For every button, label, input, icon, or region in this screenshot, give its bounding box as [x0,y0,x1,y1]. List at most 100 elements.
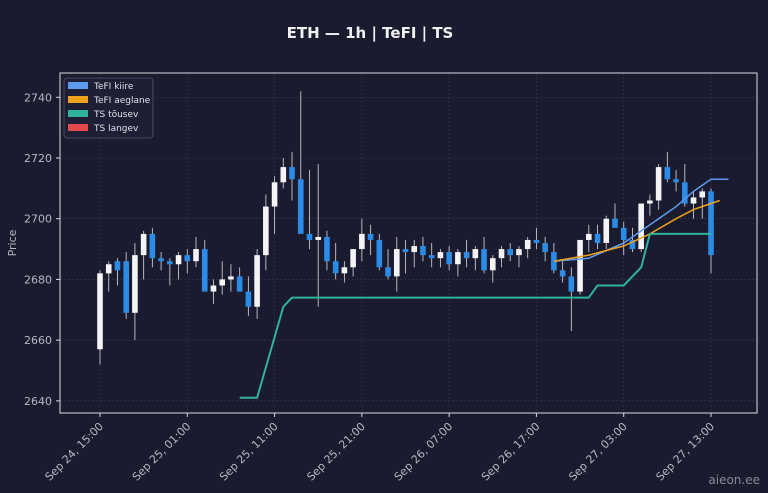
legend-swatch [68,110,88,117]
candle-body [481,249,487,271]
x-tick-label: Sep 24, 15:00 [43,420,107,484]
candle-body [420,246,426,256]
x-tick-label: Sep 25, 01:00 [130,420,194,484]
legend-label: TS langev [93,124,139,134]
candle-body [620,227,627,240]
candle-body [655,167,662,201]
legend-label: TS tõusev [93,110,139,120]
candle-body [542,243,548,253]
candle-body [140,233,147,256]
candle-body [280,167,287,183]
candle-body [367,233,374,240]
x-ticks: Sep 24, 15:00 Sep 25, 01:00 Sep 25, 11:00 S… [43,413,717,484]
candle-body [236,276,243,292]
candle-body [498,249,505,259]
candle-body [175,255,182,265]
candle-body [690,197,697,204]
candle-body [114,261,121,271]
candle-body [708,191,714,256]
candle-body [603,218,610,243]
candle-body [472,249,479,259]
candle-body [638,203,644,250]
candle-body [586,233,592,240]
y-tick-label: 2680 [24,273,52,286]
grid [60,73,757,413]
candle-body [533,239,540,243]
candle-body [682,182,688,204]
candle-body [393,249,400,277]
candle-body [350,249,356,268]
candle-body [612,218,618,228]
candle-body [105,264,112,274]
candle-body [254,255,260,307]
legend-box [63,77,154,139]
legend-label: TeFI kiire [93,82,134,92]
y-tick-label: 2660 [24,334,52,347]
legend-swatch [68,96,88,103]
candle-body [594,233,601,243]
candle-body [201,249,208,292]
candle-body [559,270,566,277]
x-tick-label: Sep 25, 11:00 [217,420,281,484]
plot-frame [59,72,758,414]
candle-body [455,252,461,265]
x-tick-label: Sep 25, 21:00 [304,420,368,484]
candle-body [507,249,514,256]
candle-body [673,179,679,183]
candle-body [385,267,391,277]
candle-body [219,279,225,286]
legend: TeFI kiire TeFI aeglane TS tõusev TS langev [63,77,154,139]
candle-body [289,167,295,180]
candle-body [516,249,522,256]
candle-body [428,255,435,259]
candle-body [463,252,470,259]
candle-body [664,167,671,180]
candle-body [699,191,706,198]
candle-body [577,239,583,292]
candle-body [446,252,452,265]
candle-body [123,261,129,313]
candle-body [184,255,191,262]
series-lines [239,178,729,399]
candle-body [158,258,164,262]
candle-body [524,239,531,250]
x-tick-label: Sep 27, 03:00 [566,420,630,484]
watermark: aieon.ee [708,473,760,487]
candle-body [551,252,557,271]
legend-swatch [68,82,88,89]
candle-body [332,261,339,274]
y-tick-label: 2640 [24,395,52,408]
candle-body [132,255,138,313]
series-line [239,232,711,399]
legend-label: TeFI aeglane [93,96,151,106]
chart-title: ETH — 1h | TeFI | TS [287,24,454,43]
y-tick-label: 2740 [24,91,52,104]
candle-body [210,285,217,292]
x-tick-label: Sep 26, 07:00 [392,420,456,484]
candle-body [402,249,409,253]
candle-body [489,258,496,271]
candle-body [306,233,313,240]
y-ticks: 2640 2660 2680 2700 2720 2740 [24,91,60,408]
candle-body [97,273,103,350]
candle-body [245,291,252,307]
candle-body [297,179,304,234]
candle-body [437,252,444,259]
candle-body [271,182,278,207]
candle-body [411,246,418,253]
candle-body [359,233,365,250]
candle-body [647,200,653,204]
candle-body [324,236,330,262]
candle-body [629,239,636,250]
candle-body [263,206,269,256]
series-line [553,199,720,262]
legend-swatch [68,124,88,131]
candle-body [568,276,575,292]
y-tick-label: 2720 [24,152,52,165]
y-tick-label: 2700 [24,213,52,226]
candle-body [228,276,234,280]
candles [97,91,714,365]
candle-body [376,239,383,268]
